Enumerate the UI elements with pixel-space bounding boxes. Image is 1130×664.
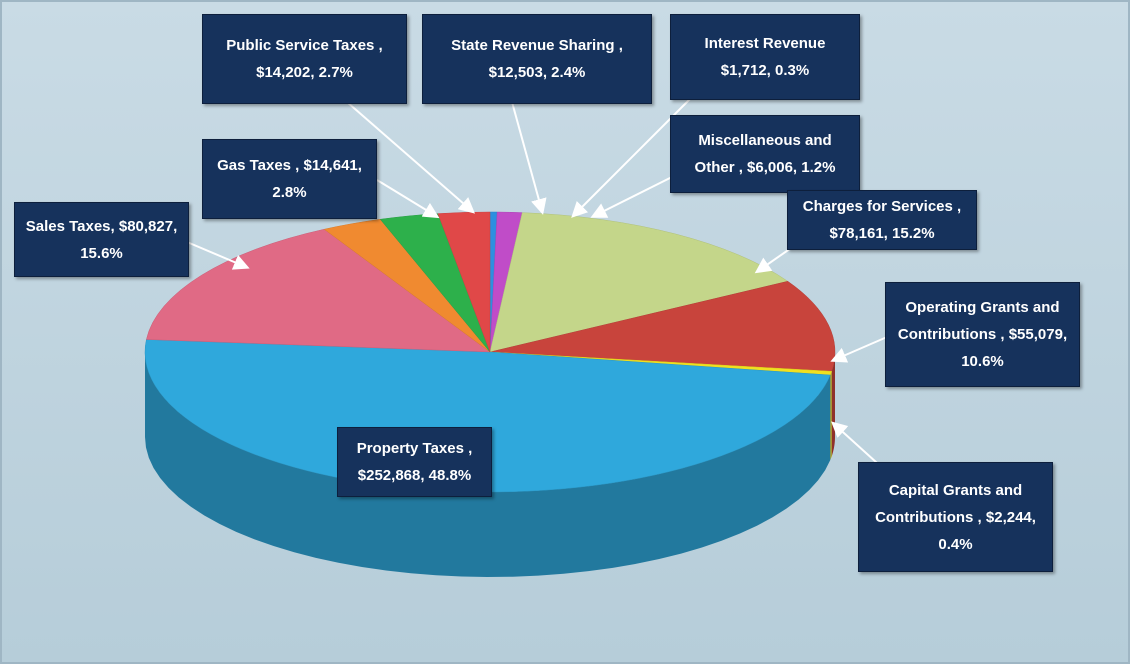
leader-line [590,171,683,218]
slice [489,281,836,372]
label-part: Capital Grants and Contributions , [875,481,1023,526]
label-part: Public Service Taxes , [226,37,383,54]
label-text: Operating Grants and Contributions , $55… [894,294,1071,375]
label-text: Capital Grants and Contributions , $2,24… [867,477,1044,558]
label-part: Miscellaneous and Other , [694,132,832,176]
data-label: State Revenue Sharing , $12,503, 2.4% [422,14,652,104]
label-part: $14,202, 2.7% [256,64,353,81]
label-part: $14,641, 2.8% [272,157,362,201]
leader-line [376,179,440,219]
data-label: Interest Revenue $1,712, 0.3% [670,14,860,100]
label-part: $252,868, 48.8% [357,467,472,484]
label-part: Property Taxes , [356,440,473,457]
label-text: Sales Taxes, $80,827, 15.6% [23,213,180,267]
label-text: Miscellaneous and Other , $6,006, 1.2% [679,127,851,181]
label-text: Interest Revenue $1,712, 0.3% [679,30,851,84]
leader-line [186,241,250,270]
label-part: Charges for Services , [802,198,962,215]
slice-side [145,352,831,577]
label-part: Gas Taxes , [217,157,300,174]
label-part: State Revenue Sharing , [451,37,623,54]
label-text: State Revenue Sharing , $12,503, 2.4% [431,32,643,86]
data-label: Miscellaneous and Other , $6,006, 1.2% [670,115,860,193]
label-part: $78,161, 15.2% [829,225,935,242]
leader-line [830,336,888,363]
label-part: $12,503, 2.4% [488,64,586,81]
label-part: $2,244, 0.4% [938,508,1036,553]
slice-side [830,371,832,461]
label-text: Gas Taxes , $14,641, 2.8% [211,152,368,206]
label-part: Operating Grants and Contributions , [897,299,1060,343]
data-label: Property Taxes , $252,868, 48.8% [337,427,492,497]
data-label: Gas Taxes , $14,641, 2.8% [202,139,377,219]
leader-line [346,101,476,214]
label-part: $6,006, 1.2% [747,159,836,176]
label-part: Interest Revenue [704,35,826,52]
label-part: $55,079, 10.6% [961,326,1068,370]
label-part: $1,712, 0.3% [720,62,810,79]
data-label: Public Service Taxes , $14,202, 2.7% [202,14,407,104]
label-part: Sales Taxes, [25,217,115,235]
label-text: Property Taxes , $252,868, 48.8% [346,435,483,489]
data-label: Sales Taxes, $80,827, 15.6% [14,202,189,277]
data-label: Operating Grants and Contributions , $55… [885,282,1080,387]
data-label: Capital Grants and Contributions , $2,24… [858,462,1053,572]
data-label: Charges for Services , $78,161, 15.2% [787,190,977,250]
label-part: $80,827, 15.6% [80,217,178,262]
label-text: Charges for Services , $78,161, 15.2% [796,193,968,247]
leader-line [511,101,547,215]
label-text: Public Service Taxes , $14,202, 2.7% [211,32,398,86]
